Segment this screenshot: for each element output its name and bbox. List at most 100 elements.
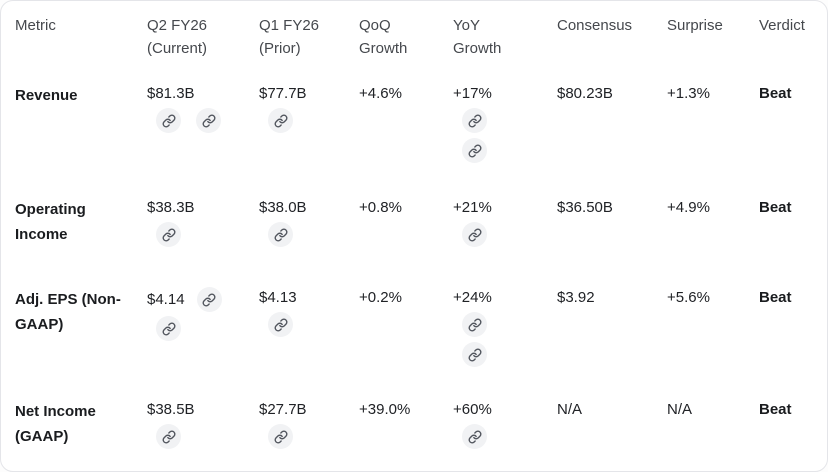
cell-value: $80.23B — [557, 85, 613, 102]
cell-value: +17% — [453, 85, 492, 102]
cell-value: +24% — [453, 289, 492, 306]
citation-chips — [156, 108, 259, 133]
citation-link[interactable] — [156, 316, 181, 341]
citation-chips — [462, 108, 557, 163]
cell-value: +4.6% — [359, 85, 402, 102]
citation-link[interactable] — [196, 108, 221, 133]
verdict-text: Beat — [759, 401, 792, 418]
citation-link[interactable] — [462, 424, 487, 449]
cell-value: +4.9% — [667, 199, 710, 216]
column-header-qoq: QoQ Growth — [359, 14, 453, 60]
citation-chips — [268, 424, 359, 449]
value-cell-yoy: +60% — [453, 399, 557, 449]
column-header-text: (Prior) — [259, 40, 301, 57]
link-icon — [468, 430, 481, 443]
metric-label: Adj. EPS (Non-GAAP) — [15, 291, 121, 333]
verdict-cell: Beat — [759, 83, 817, 104]
link-icon — [274, 318, 287, 331]
cell-value: +1.3% — [667, 85, 710, 102]
value-cell-yoy: +21% — [453, 197, 557, 247]
citation-chips — [156, 316, 259, 341]
citation-chips — [156, 222, 259, 247]
citation-chips — [268, 312, 359, 337]
link-icon — [468, 318, 481, 331]
link-icon — [468, 348, 481, 361]
citation-link[interactable] — [196, 287, 222, 312]
column-header-text: YoY — [453, 17, 480, 34]
cell-value: +5.6% — [667, 289, 710, 306]
value-cell-qoq: +0.8% — [359, 197, 453, 218]
link-icon — [162, 114, 175, 127]
citation-link[interactable] — [462, 312, 487, 337]
column-header-surprise: Surprise — [667, 14, 759, 37]
citation-link[interactable] — [268, 312, 293, 337]
column-header-q1: Q1 FY26 (Prior) — [259, 14, 359, 60]
citation-chips — [268, 108, 359, 133]
citation-chips — [156, 424, 259, 449]
column-header-text: Consensus — [557, 17, 633, 34]
column-header-q2: Q2 FY26 (Current) — [147, 14, 259, 60]
column-header-metric: Metric — [15, 14, 147, 37]
citation-link[interactable] — [462, 108, 487, 133]
table-row: Adj. EPS (Non-GAAP) $4.14 $4.13 +0.2% +24% $3… — [15, 287, 817, 367]
cell-value: +21% — [453, 199, 492, 216]
cell-value: $4.14 — [147, 291, 185, 308]
cell-value: +0.8% — [359, 199, 402, 216]
value-cell-yoy: +24% — [453, 287, 557, 367]
link-icon — [468, 144, 481, 157]
value-cell-qoq: +4.6% — [359, 83, 453, 104]
value-cell-q2: $81.3B — [147, 83, 259, 133]
column-header-text: Q1 FY26 — [259, 17, 320, 34]
cell-value: $27.7B — [259, 401, 307, 418]
table-row: Revenue $81.3B $77.7B +4.6% +17% $80.23B +1.3%… — [15, 83, 817, 163]
cell-value: $81.3B — [147, 85, 195, 102]
value-cell-qoq: +0.2% — [359, 287, 453, 308]
metric-label: Revenue — [15, 87, 78, 104]
value-cell-surprise: +5.6% — [667, 287, 759, 308]
value-cell-surprise: +1.3% — [667, 83, 759, 104]
citation-link[interactable] — [462, 342, 487, 367]
value-cell-consensus: $3.92 — [557, 287, 667, 308]
citation-link[interactable] — [156, 424, 181, 449]
value-cell-yoy: +17% — [453, 83, 557, 163]
cell-value: N/A — [557, 401, 583, 418]
citation-link[interactable] — [462, 138, 487, 163]
column-header-text: (Current) — [147, 40, 208, 57]
cell-value: $38.5B — [147, 401, 195, 418]
value-cell-surprise: N/A — [667, 399, 759, 420]
citation-link[interactable] — [156, 108, 181, 133]
cell-value: +60% — [453, 401, 492, 418]
cell-value: $3.92 — [557, 289, 595, 306]
citation-link[interactable] — [268, 222, 293, 247]
value-cell-consensus: N/A — [557, 399, 667, 420]
value-cell-q1: $38.0B — [259, 197, 359, 247]
link-icon — [274, 228, 287, 241]
column-header-text: Growth — [359, 40, 408, 57]
citation-link[interactable] — [462, 222, 487, 247]
verdict-cell: Beat — [759, 197, 817, 218]
value-cell-q2: $4.14 — [147, 287, 259, 341]
value-cell-q2: $38.3B — [147, 197, 259, 247]
column-header-text: Verdict — [759, 17, 805, 34]
value-cell-q2: $38.5B — [147, 399, 259, 449]
value-cell-q1: $77.7B — [259, 83, 359, 133]
link-icon — [202, 114, 215, 127]
column-header-text: Metric — [15, 17, 56, 34]
link-icon — [162, 322, 175, 335]
citation-link[interactable] — [268, 424, 293, 449]
link-icon — [468, 228, 481, 241]
cell-value: $36.50B — [557, 199, 613, 216]
citation-chips — [462, 222, 557, 247]
table-header-row: Metric Q2 FY26 (Current) Q1 FY26 (Prior) QoQ G… — [15, 14, 817, 60]
column-header-yoy: YoY Growth — [453, 14, 557, 60]
metric-label: Net Income (GAAP) — [15, 403, 96, 445]
citation-link[interactable] — [156, 222, 181, 247]
value-cell-consensus: $36.50B — [557, 197, 667, 218]
citation-link[interactable] — [268, 108, 293, 133]
value-cell-consensus: $80.23B — [557, 83, 667, 104]
citation-chips — [462, 424, 557, 449]
column-header-text: Surprise — [667, 17, 723, 34]
verdict-cell: Beat — [759, 287, 817, 308]
cell-value: $38.0B — [259, 199, 307, 216]
column-header-text: QoQ — [359, 17, 391, 34]
